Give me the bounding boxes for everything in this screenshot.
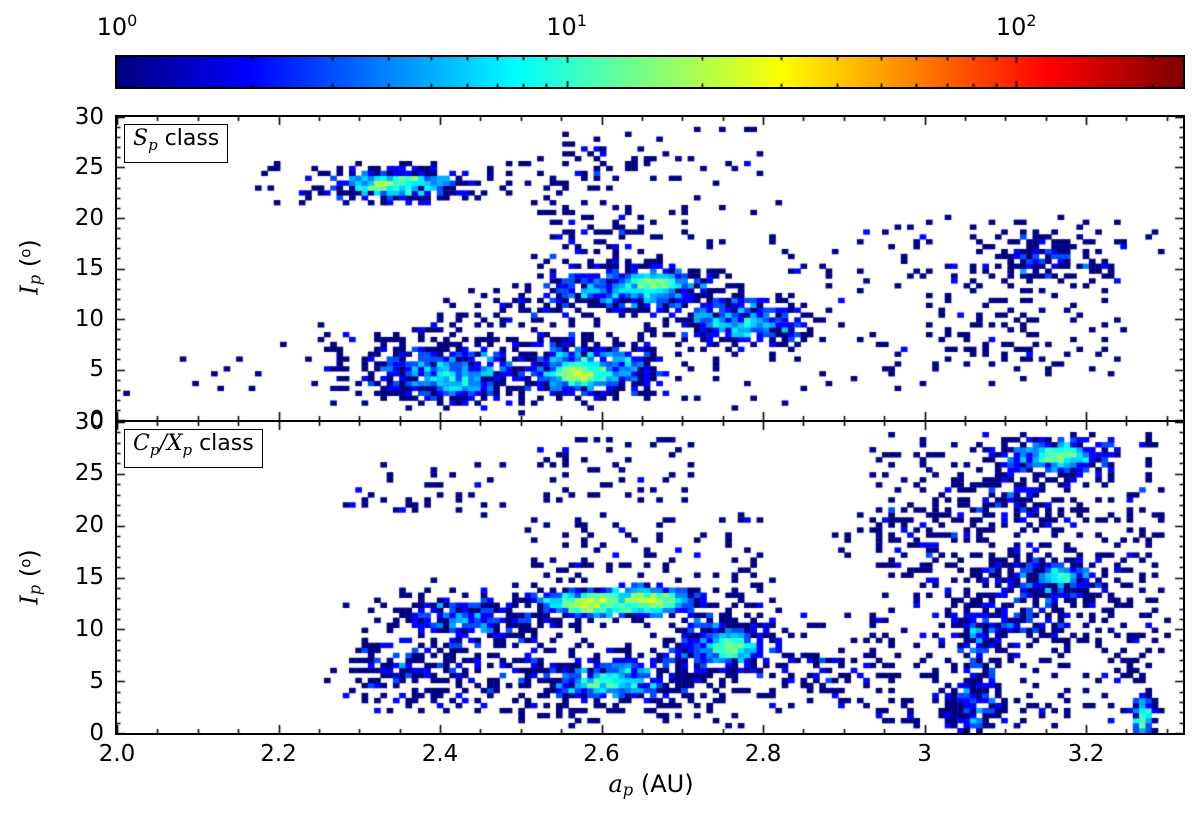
math-part: C [133, 431, 150, 456]
y-tick-label: 15 [74, 255, 104, 281]
y-tick-label: 20 [74, 512, 104, 539]
math-part: ( [15, 257, 44, 275]
y-tick-label: 0 [89, 719, 104, 746]
x-tick-label: 2.6 [583, 741, 620, 767]
math-part: X [166, 431, 183, 456]
math-part: ( [15, 567, 44, 585]
colorbar-tick-label: 100 [97, 8, 138, 40]
x-tick-label: 2.0 [98, 741, 136, 767]
panel-sp-class: Sp class [115, 115, 1185, 420]
y-tick-label: 30 [74, 103, 104, 130]
math-part: a [608, 770, 623, 798]
y-tick-label: 20 [74, 204, 104, 231]
math-part: ) [15, 239, 44, 249]
math-part: o [16, 558, 35, 568]
heatmap-canvas-cpxp [117, 422, 1183, 733]
math-part: o [16, 248, 35, 258]
y-tick-label: 15 [74, 564, 104, 590]
panel-label-cpxp-class: Cp/Xp class [124, 429, 263, 469]
tick-base: 10 [546, 13, 577, 41]
y-tick-label: 25 [74, 154, 104, 180]
tick-exponent: 2 [1026, 11, 1037, 30]
colorbar-tick-label: 101 [546, 8, 587, 40]
math-part: I [15, 285, 44, 295]
x-tick-label: 3 [917, 741, 932, 767]
math-part: S [133, 126, 149, 151]
x-tick-label: 2.4 [421, 741, 459, 767]
y-tick-label: 5 [89, 667, 104, 694]
y-tick-label: 5 [89, 356, 104, 382]
y-tick-label: 30 [74, 408, 104, 435]
tick-base: 10 [995, 13, 1027, 41]
math-part: p [622, 780, 634, 800]
math-part: p [149, 441, 160, 460]
math-part: class [192, 431, 254, 456]
heatmap-canvas-sp [117, 117, 1183, 420]
panel-label-sp-class: Sp class [124, 124, 229, 164]
y-axis-label-top: Ip (o) [15, 239, 44, 294]
tick-exponent: 1 [576, 11, 587, 30]
y-tick-label: 25 [74, 460, 104, 487]
x-tick-label: 2.2 [260, 741, 297, 767]
x-tick-label: 2.8 [744, 741, 782, 767]
y-tick-label: 10 [74, 305, 104, 332]
tick-base: 10 [96, 13, 128, 41]
math-part: ) [15, 549, 44, 559]
y-axis-label-bottom: Ip (o) [15, 549, 44, 604]
math-part: / [159, 431, 167, 456]
colorbar-tick-label: 102 [996, 8, 1037, 40]
math-part: p [148, 136, 158, 155]
math-part: p [182, 441, 193, 460]
panel-cpxp-class: Cp/Xp class [115, 420, 1185, 735]
math-part: I [15, 595, 44, 605]
math-part: p [25, 274, 45, 286]
colorbar-gradient [117, 57, 1183, 87]
y-tick-label: 10 [74, 615, 104, 642]
tick-exponent: 0 [127, 11, 138, 30]
math-part: class [157, 126, 220, 151]
colorbar [115, 55, 1185, 89]
x-axis-label: ap (AU) [608, 770, 693, 799]
y-tick-label: 0 [89, 406, 104, 433]
math-part: (AU) [633, 770, 694, 798]
x-tick-label: 3.2 [1067, 741, 1105, 767]
math-part: p [25, 584, 45, 596]
